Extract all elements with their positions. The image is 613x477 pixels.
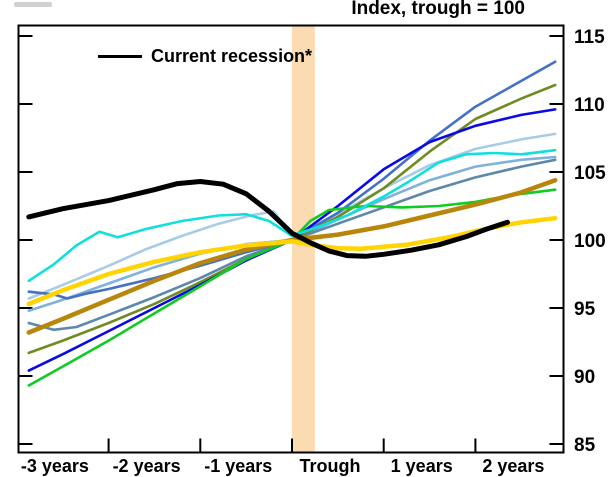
x-axis-label: 2 years bbox=[482, 456, 544, 476]
legend-label: Current recession* bbox=[151, 46, 313, 66]
cropped-text-artifact bbox=[14, 2, 52, 7]
series-cyan-recession bbox=[27, 148, 557, 283]
series-current-recession bbox=[26, 179, 510, 259]
current-recession-line-icon bbox=[98, 55, 142, 58]
x-axis-label: -1 years bbox=[204, 456, 272, 476]
x-axis-label: -3 years bbox=[21, 456, 89, 476]
x-axis-label: 1 years bbox=[391, 456, 453, 476]
y-axis-label: 95 bbox=[574, 299, 596, 320]
y-axis-label: 90 bbox=[574, 367, 595, 388]
x-axis-label: -2 years bbox=[113, 456, 181, 476]
y-axis-label: 105 bbox=[574, 163, 606, 184]
x-axis-label: Trough bbox=[300, 456, 361, 476]
y-axis-label: 85 bbox=[574, 435, 596, 456]
y-axis-label: 110 bbox=[574, 95, 605, 116]
series-green-recession bbox=[27, 188, 557, 387]
chart-title: Index, trough = 100 bbox=[351, 0, 525, 19]
series-cornflower-blue-recession bbox=[27, 60, 557, 300]
y-axis-label: 115 bbox=[574, 27, 605, 48]
series-light-steel-blue-recession bbox=[27, 132, 557, 300]
y-axis-label: 100 bbox=[574, 231, 606, 252]
legend: Current recession* bbox=[98, 46, 312, 67]
